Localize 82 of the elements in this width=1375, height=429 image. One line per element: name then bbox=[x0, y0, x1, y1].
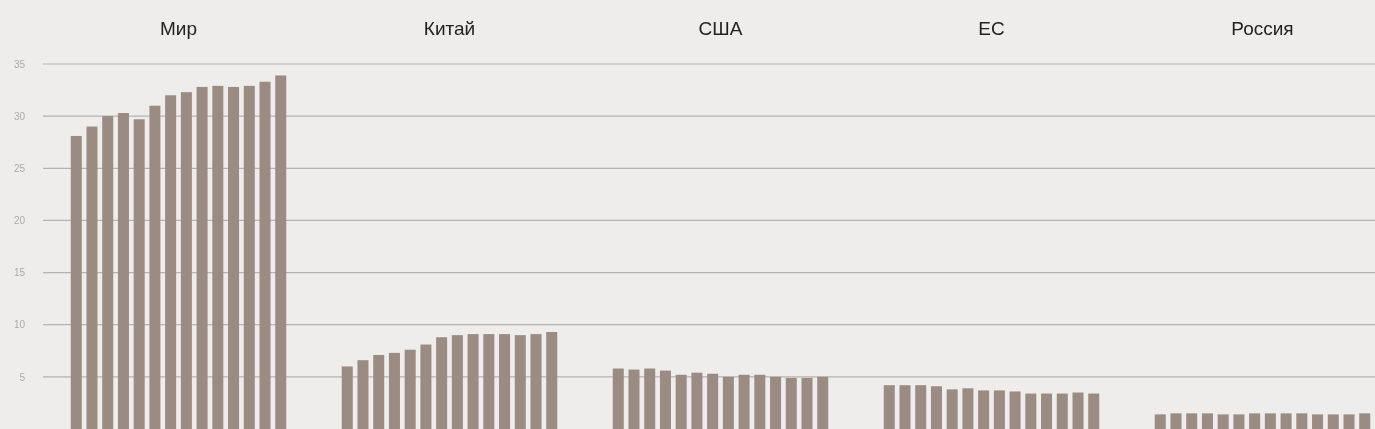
bar bbox=[149, 105, 161, 429]
bar bbox=[228, 86, 240, 429]
bar bbox=[420, 344, 432, 429]
bar bbox=[341, 366, 353, 429]
x-tick-label: Мир bbox=[159, 18, 198, 39]
x-tick-label: ЕС bbox=[978, 18, 1005, 39]
y-tick-label: 10 bbox=[13, 319, 26, 331]
bar bbox=[180, 92, 192, 429]
bar bbox=[817, 376, 829, 429]
bar bbox=[499, 334, 511, 429]
bar bbox=[1280, 413, 1292, 429]
x-tick-label: Китай bbox=[423, 18, 476, 39]
bar bbox=[1343, 414, 1355, 429]
bar bbox=[1327, 414, 1339, 429]
bar bbox=[1041, 393, 1053, 429]
bar bbox=[70, 135, 82, 429]
bar bbox=[612, 368, 624, 429]
y-tick-label: 35 bbox=[13, 58, 26, 70]
bar bbox=[530, 334, 542, 429]
bar bbox=[1201, 413, 1213, 429]
bar bbox=[1186, 413, 1198, 429]
bar bbox=[628, 369, 640, 429]
bar bbox=[1025, 393, 1037, 429]
bar bbox=[754, 374, 766, 429]
bar bbox=[978, 390, 990, 429]
bar bbox=[691, 372, 703, 429]
x-tick-label: США bbox=[698, 18, 743, 39]
y-tick-label: 5 bbox=[19, 371, 26, 383]
bar bbox=[644, 368, 656, 429]
bar bbox=[1154, 414, 1166, 429]
bar bbox=[1009, 391, 1021, 429]
bar bbox=[133, 119, 145, 429]
bar bbox=[883, 385, 895, 429]
bar bbox=[785, 377, 797, 429]
bar bbox=[801, 377, 813, 429]
y-tick-label: 15 bbox=[13, 267, 26, 279]
bar bbox=[1056, 393, 1068, 429]
bar bbox=[659, 370, 671, 429]
bar bbox=[483, 334, 495, 429]
bar bbox=[946, 389, 958, 429]
bar bbox=[899, 385, 911, 429]
bar bbox=[451, 335, 463, 429]
bar bbox=[165, 95, 177, 429]
bar bbox=[117, 113, 129, 429]
bar bbox=[1217, 414, 1229, 429]
y-tick-label: 30 bbox=[13, 110, 26, 122]
bar bbox=[102, 116, 114, 429]
bar bbox=[373, 354, 385, 429]
bar bbox=[275, 75, 287, 429]
bar bbox=[1170, 413, 1182, 429]
bar bbox=[707, 373, 719, 429]
bar bbox=[770, 376, 782, 429]
bar bbox=[546, 332, 558, 429]
bar bbox=[196, 86, 208, 429]
bar bbox=[467, 334, 479, 429]
bar bbox=[1359, 413, 1371, 429]
bar bbox=[915, 385, 927, 429]
y-tick-label: 20 bbox=[13, 215, 26, 227]
bar bbox=[1088, 393, 1100, 429]
bar bbox=[675, 374, 687, 429]
bar bbox=[86, 126, 98, 429]
bar bbox=[722, 376, 734, 429]
bar bbox=[388, 352, 400, 429]
bar bbox=[738, 374, 750, 429]
bar bbox=[1312, 414, 1324, 429]
bar bbox=[1264, 413, 1276, 429]
y-tick-label: 25 bbox=[13, 162, 26, 174]
bar bbox=[404, 349, 416, 429]
bar bbox=[1233, 414, 1245, 429]
bar bbox=[357, 360, 369, 429]
bar bbox=[1072, 392, 1084, 429]
bar bbox=[259, 81, 271, 429]
bar bbox=[436, 337, 448, 429]
bar bbox=[930, 386, 942, 429]
bar bbox=[514, 335, 526, 429]
bar bbox=[962, 388, 974, 429]
bar bbox=[243, 85, 255, 429]
bar bbox=[1249, 413, 1261, 429]
x-tick-label: Россия bbox=[1231, 18, 1294, 39]
bar bbox=[1296, 413, 1308, 429]
bar bbox=[212, 85, 224, 429]
bar bbox=[993, 390, 1005, 429]
